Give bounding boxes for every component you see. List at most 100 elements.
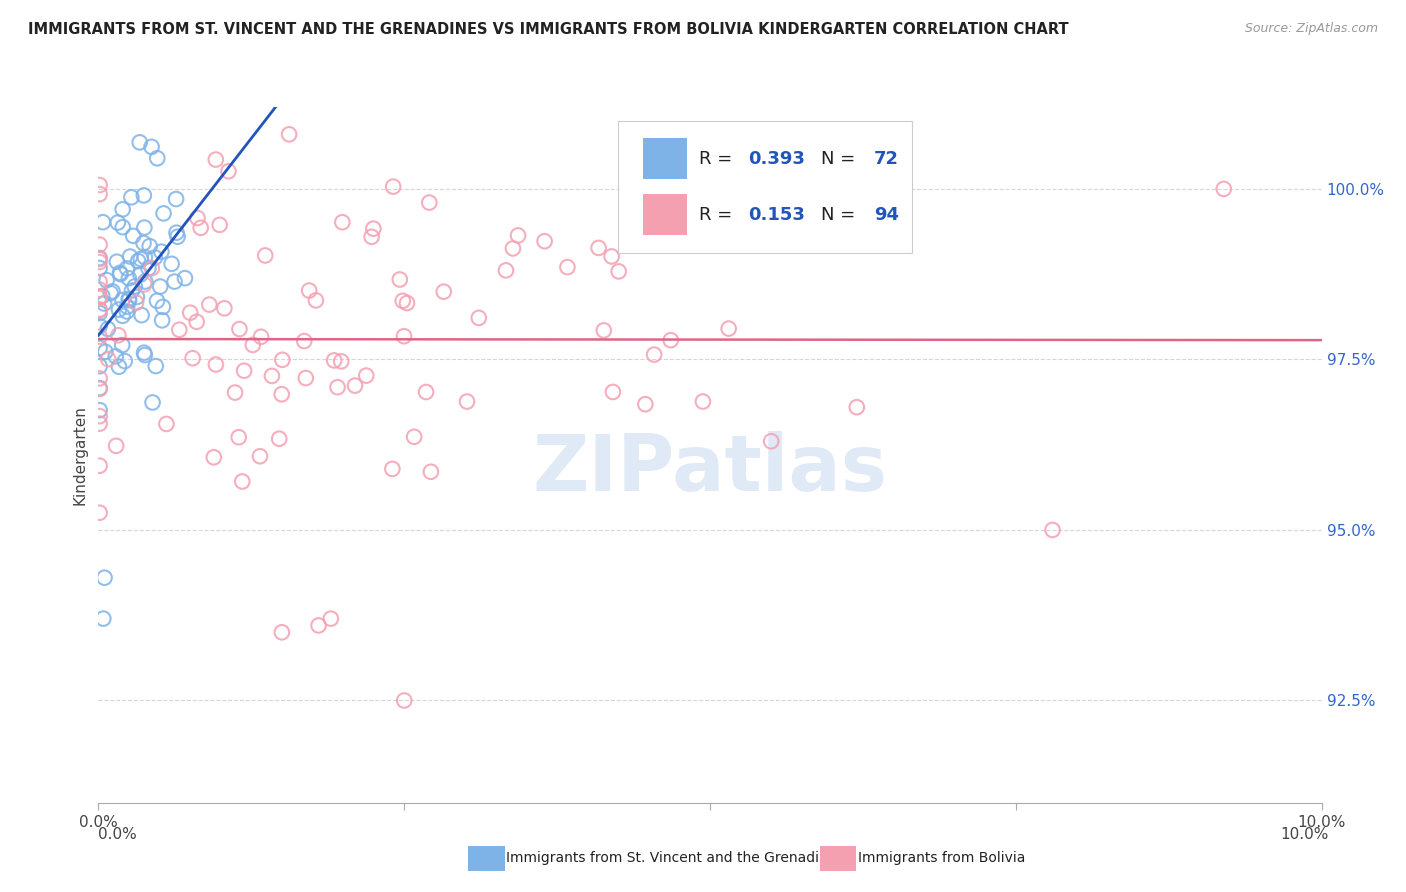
Point: [107, 328, 129, 343]
Text: 0.153: 0.153: [748, 206, 804, 224]
Point: [392, 693, 416, 707]
Point: [89, 381, 111, 395]
Point: [89, 251, 111, 265]
Point: [717, 321, 740, 335]
Point: [121, 284, 143, 298]
Point: [132, 188, 155, 202]
Point: [89, 382, 111, 396]
Point: [1042, 523, 1064, 537]
Point: [141, 140, 163, 154]
Point: [149, 279, 172, 293]
Text: Immigrants from Bolivia: Immigrants from Bolivia: [858, 851, 1025, 865]
Point: [214, 301, 236, 316]
Point: [96, 273, 118, 287]
Point: [89, 329, 111, 343]
Point: [89, 237, 111, 252]
Point: [270, 625, 294, 640]
Point: [468, 310, 491, 325]
Point: [305, 293, 328, 308]
Point: [166, 226, 188, 240]
Point: [354, 368, 377, 383]
Point: [205, 358, 228, 372]
Point: [228, 322, 250, 336]
Point: [330, 354, 353, 368]
Point: [125, 295, 148, 310]
Point: [145, 359, 167, 373]
Point: [134, 275, 156, 289]
Point: [89, 409, 111, 424]
Point: [111, 220, 134, 235]
FancyBboxPatch shape: [643, 138, 686, 179]
Point: [382, 179, 405, 194]
Point: [138, 239, 160, 253]
Point: [89, 187, 111, 202]
Point: [89, 371, 111, 385]
Point: [155, 417, 177, 431]
Point: [392, 329, 415, 343]
Point: [89, 275, 111, 289]
Point: [326, 380, 349, 394]
Point: [765, 237, 787, 252]
Point: [557, 260, 579, 274]
Point: [602, 384, 624, 399]
Text: 0.0%: 0.0%: [98, 827, 138, 841]
Point: [270, 387, 292, 401]
Point: [165, 192, 187, 206]
Point: [89, 261, 111, 276]
Point: [118, 271, 141, 285]
Point: [659, 333, 682, 347]
Point: [91, 215, 114, 229]
Point: [418, 195, 440, 210]
Point: [91, 612, 114, 626]
Point: [415, 384, 437, 399]
Text: R =: R =: [699, 150, 738, 168]
Point: [97, 322, 120, 336]
Text: 10.0%: 10.0%: [1281, 827, 1329, 841]
Point: [160, 257, 183, 271]
Point: [152, 300, 174, 314]
Point: [89, 290, 111, 304]
Point: [231, 475, 253, 489]
Point: [89, 359, 111, 374]
Point: [404, 430, 426, 444]
Point: [132, 235, 155, 250]
Point: [292, 334, 315, 348]
Point: [845, 400, 868, 414]
Point: [120, 190, 142, 204]
Y-axis label: Kindergarten: Kindergarten: [72, 405, 87, 505]
Point: [634, 397, 657, 411]
Point: [89, 302, 111, 317]
Text: N =: N =: [821, 206, 862, 224]
Text: IMMIGRANTS FROM ST. VINCENT AND THE GRENADINES VS IMMIGRANTS FROM BOLIVIA KINDER: IMMIGRANTS FROM ST. VINCENT AND THE GREN…: [28, 22, 1069, 37]
Point: [224, 385, 246, 400]
Point: [260, 368, 283, 383]
Text: 94: 94: [875, 206, 898, 224]
Point: [107, 216, 129, 230]
Text: Source: ZipAtlas.com: Source: ZipAtlas.com: [1244, 22, 1378, 36]
Text: 0.393: 0.393: [748, 150, 804, 168]
Point: [143, 251, 166, 265]
Point: [186, 211, 208, 225]
Point: [433, 285, 456, 299]
Point: [111, 293, 134, 307]
Point: [174, 271, 197, 285]
Point: [150, 244, 173, 259]
Point: [643, 348, 665, 362]
Point: [128, 136, 150, 150]
Point: [134, 348, 156, 362]
Point: [217, 164, 239, 178]
Point: [122, 228, 145, 243]
Point: [108, 359, 131, 374]
Point: [89, 255, 111, 269]
Point: [395, 296, 418, 310]
Text: 72: 72: [875, 150, 898, 168]
Point: [124, 279, 146, 293]
Point: [134, 220, 156, 235]
Point: [89, 303, 111, 318]
Text: ZIPatlas: ZIPatlas: [533, 431, 887, 507]
Point: [319, 612, 342, 626]
Point: [419, 465, 441, 479]
Point: [607, 264, 630, 278]
Point: [169, 323, 191, 337]
Point: [271, 352, 294, 367]
